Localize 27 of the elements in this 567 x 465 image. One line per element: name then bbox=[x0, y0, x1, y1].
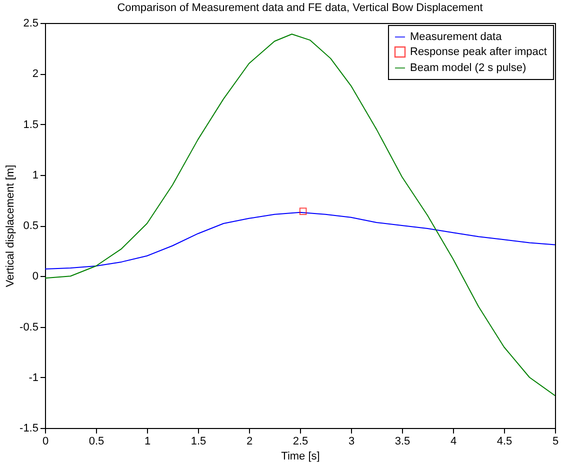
x-tick-label: 3 bbox=[348, 436, 355, 448]
y-tick-label: 0.5 bbox=[23, 220, 38, 232]
y-tick-label: 1 bbox=[32, 169, 38, 182]
y-tick-label: -0.5 bbox=[20, 321, 38, 334]
x-tick-label: 1.5 bbox=[190, 436, 206, 448]
x-tick-label: 4.5 bbox=[496, 436, 512, 448]
legend-label: Measurement data bbox=[410, 31, 503, 43]
y-tick-label: 1.5 bbox=[23, 118, 38, 131]
y-axis-title: Vertical displacement [m] bbox=[4, 164, 17, 288]
y-tick-label: -1 bbox=[28, 372, 38, 384]
chart-title: Comparison of Measurement data and FE data, Vertical Bow Displacement bbox=[117, 2, 483, 14]
x-tick-label: 1 bbox=[144, 436, 151, 448]
x-tick-label: 0.5 bbox=[88, 436, 104, 448]
y-tick-label: 2 bbox=[32, 68, 38, 80]
x-tick-label: 0 bbox=[42, 436, 49, 448]
y-tick-label: 2.5 bbox=[23, 18, 38, 30]
legend-label: Beam model (2 s pulse) bbox=[410, 62, 526, 74]
legend-label: Response peak after impact bbox=[410, 46, 547, 58]
y-tick-label: 0 bbox=[32, 270, 38, 283]
x-axis-title: Time [s] bbox=[281, 450, 320, 462]
line-series bbox=[45, 34, 555, 396]
x-tick-label: 2.5 bbox=[292, 436, 308, 448]
y-tick-label: -1.5 bbox=[20, 422, 38, 434]
x-tick-label: 5 bbox=[552, 436, 559, 448]
x-tick-label: 3.5 bbox=[394, 436, 410, 448]
x-tick-label: 2 bbox=[246, 436, 253, 448]
x-tick-label: 4 bbox=[450, 436, 457, 448]
